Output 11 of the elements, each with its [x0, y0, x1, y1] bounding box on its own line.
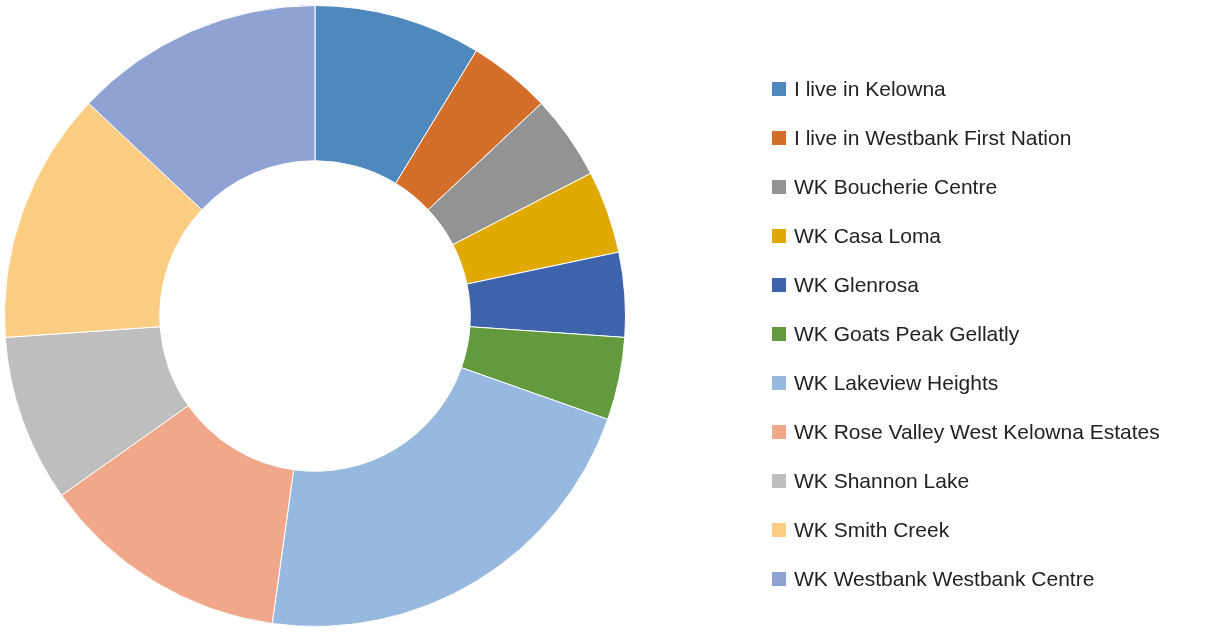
legend-label: WK Westbank Westbank Centre — [794, 566, 1095, 591]
legend-label: WK Glenrosa — [794, 272, 919, 297]
legend-label: WK Lakeview Heights — [794, 370, 999, 395]
legend-label: WK Rose Valley West Kelowna Estates — [794, 419, 1160, 444]
legend-label: I live in Westbank First Nation — [794, 125, 1072, 150]
legend-label: WK Boucherie Centre — [794, 174, 998, 199]
legend-label: WK Smith Creek — [794, 517, 950, 542]
legend-label: WK Shannon Lake — [794, 468, 970, 493]
legend-label: WK Goats Peak Gellatly — [794, 321, 1020, 346]
legend-label: I live in Kelowna — [794, 76, 946, 101]
legend-label: WK Casa Loma — [794, 223, 942, 248]
